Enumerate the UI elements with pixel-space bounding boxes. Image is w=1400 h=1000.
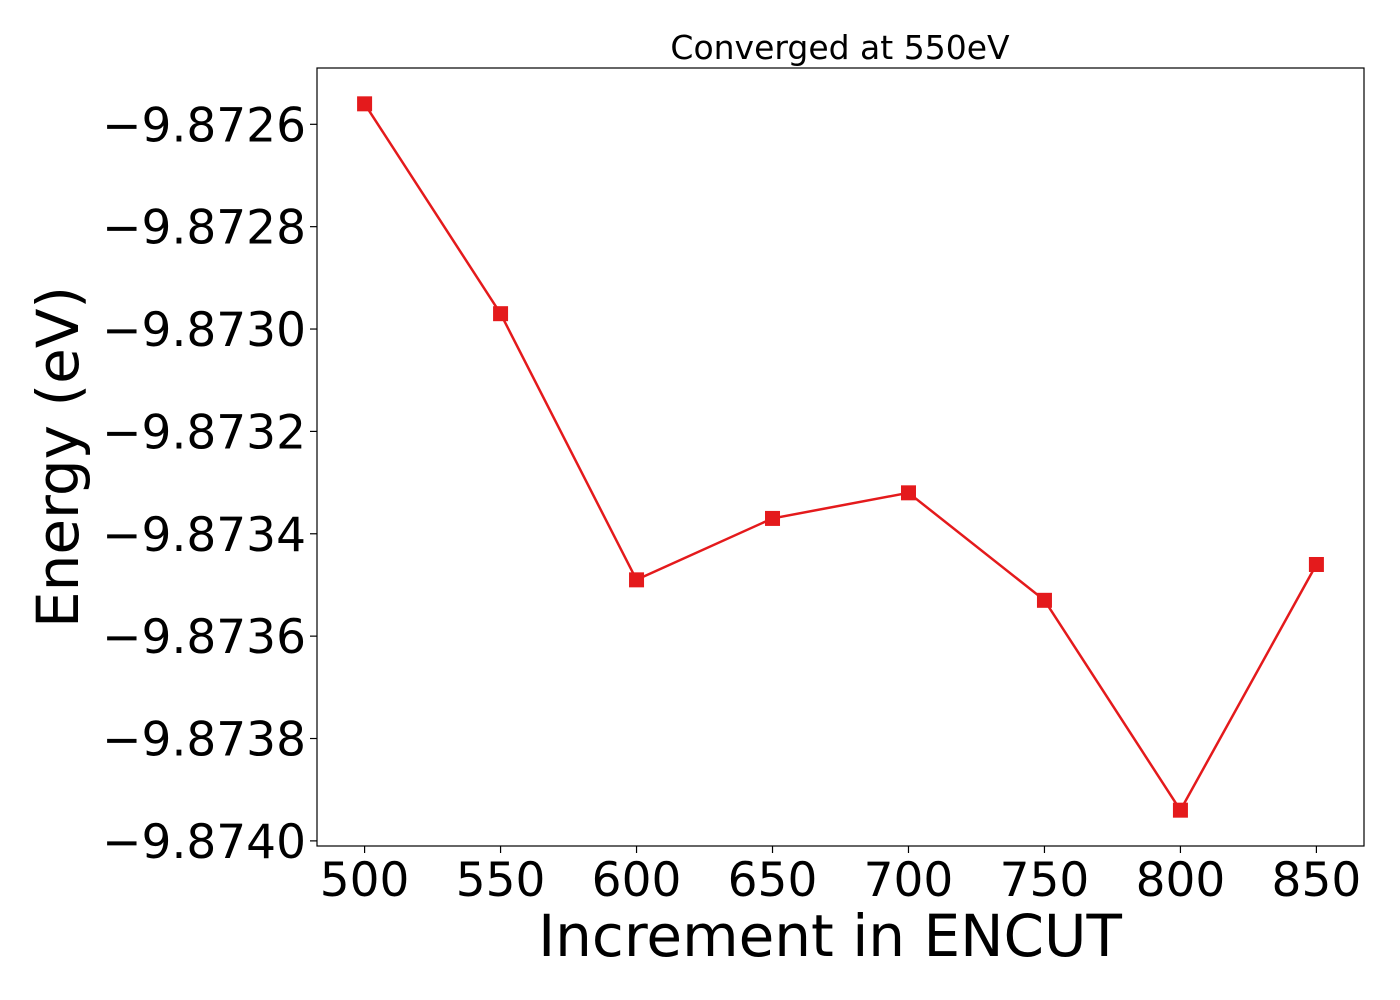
x-tick-label: 500 xyxy=(320,853,410,908)
y-tick-label: −9.8736 xyxy=(102,610,306,665)
series-line xyxy=(363,103,1318,813)
x-tick-label: 700 xyxy=(864,853,954,908)
y-tick-label: −9.8726 xyxy=(102,98,306,153)
y-tick-label: −9.8728 xyxy=(102,201,306,256)
data-point xyxy=(357,96,373,112)
chart-title: Converged at 550eV xyxy=(670,28,1010,67)
data-point xyxy=(1036,592,1052,608)
x-tick-label: 850 xyxy=(1272,853,1362,908)
x-tick-label: 650 xyxy=(728,853,818,908)
data-point xyxy=(900,485,916,501)
plot-area xyxy=(316,67,1365,847)
x-axis-title: Increment in ENCUT xyxy=(538,902,1122,970)
y-axis-title: Energy (eV) xyxy=(24,286,92,628)
data-point xyxy=(1172,802,1188,818)
data-point xyxy=(493,306,509,322)
y-tick-label: −9.8738 xyxy=(102,713,306,768)
x-axis: 500 550 600 650 700 750 800 850 xyxy=(320,846,1362,908)
data-point xyxy=(1308,556,1324,572)
series-markers xyxy=(357,96,1324,818)
y-tick-label: −9.8740 xyxy=(102,815,306,870)
data-point xyxy=(629,572,645,588)
x-tick-label: 750 xyxy=(1000,853,1090,908)
x-tick-label: 600 xyxy=(592,853,682,908)
y-tick-label: −9.8734 xyxy=(102,508,306,563)
y-tick-label: −9.8732 xyxy=(102,405,306,460)
y-tick-label: −9.8730 xyxy=(102,303,306,358)
y-axis: −9.8726 −9.8728 −9.8730 −9.8732 −9.8734 −9.87… xyxy=(102,98,317,870)
x-tick-label: 550 xyxy=(456,853,546,908)
x-tick-label: 800 xyxy=(1136,853,1226,908)
data-point xyxy=(765,510,781,526)
